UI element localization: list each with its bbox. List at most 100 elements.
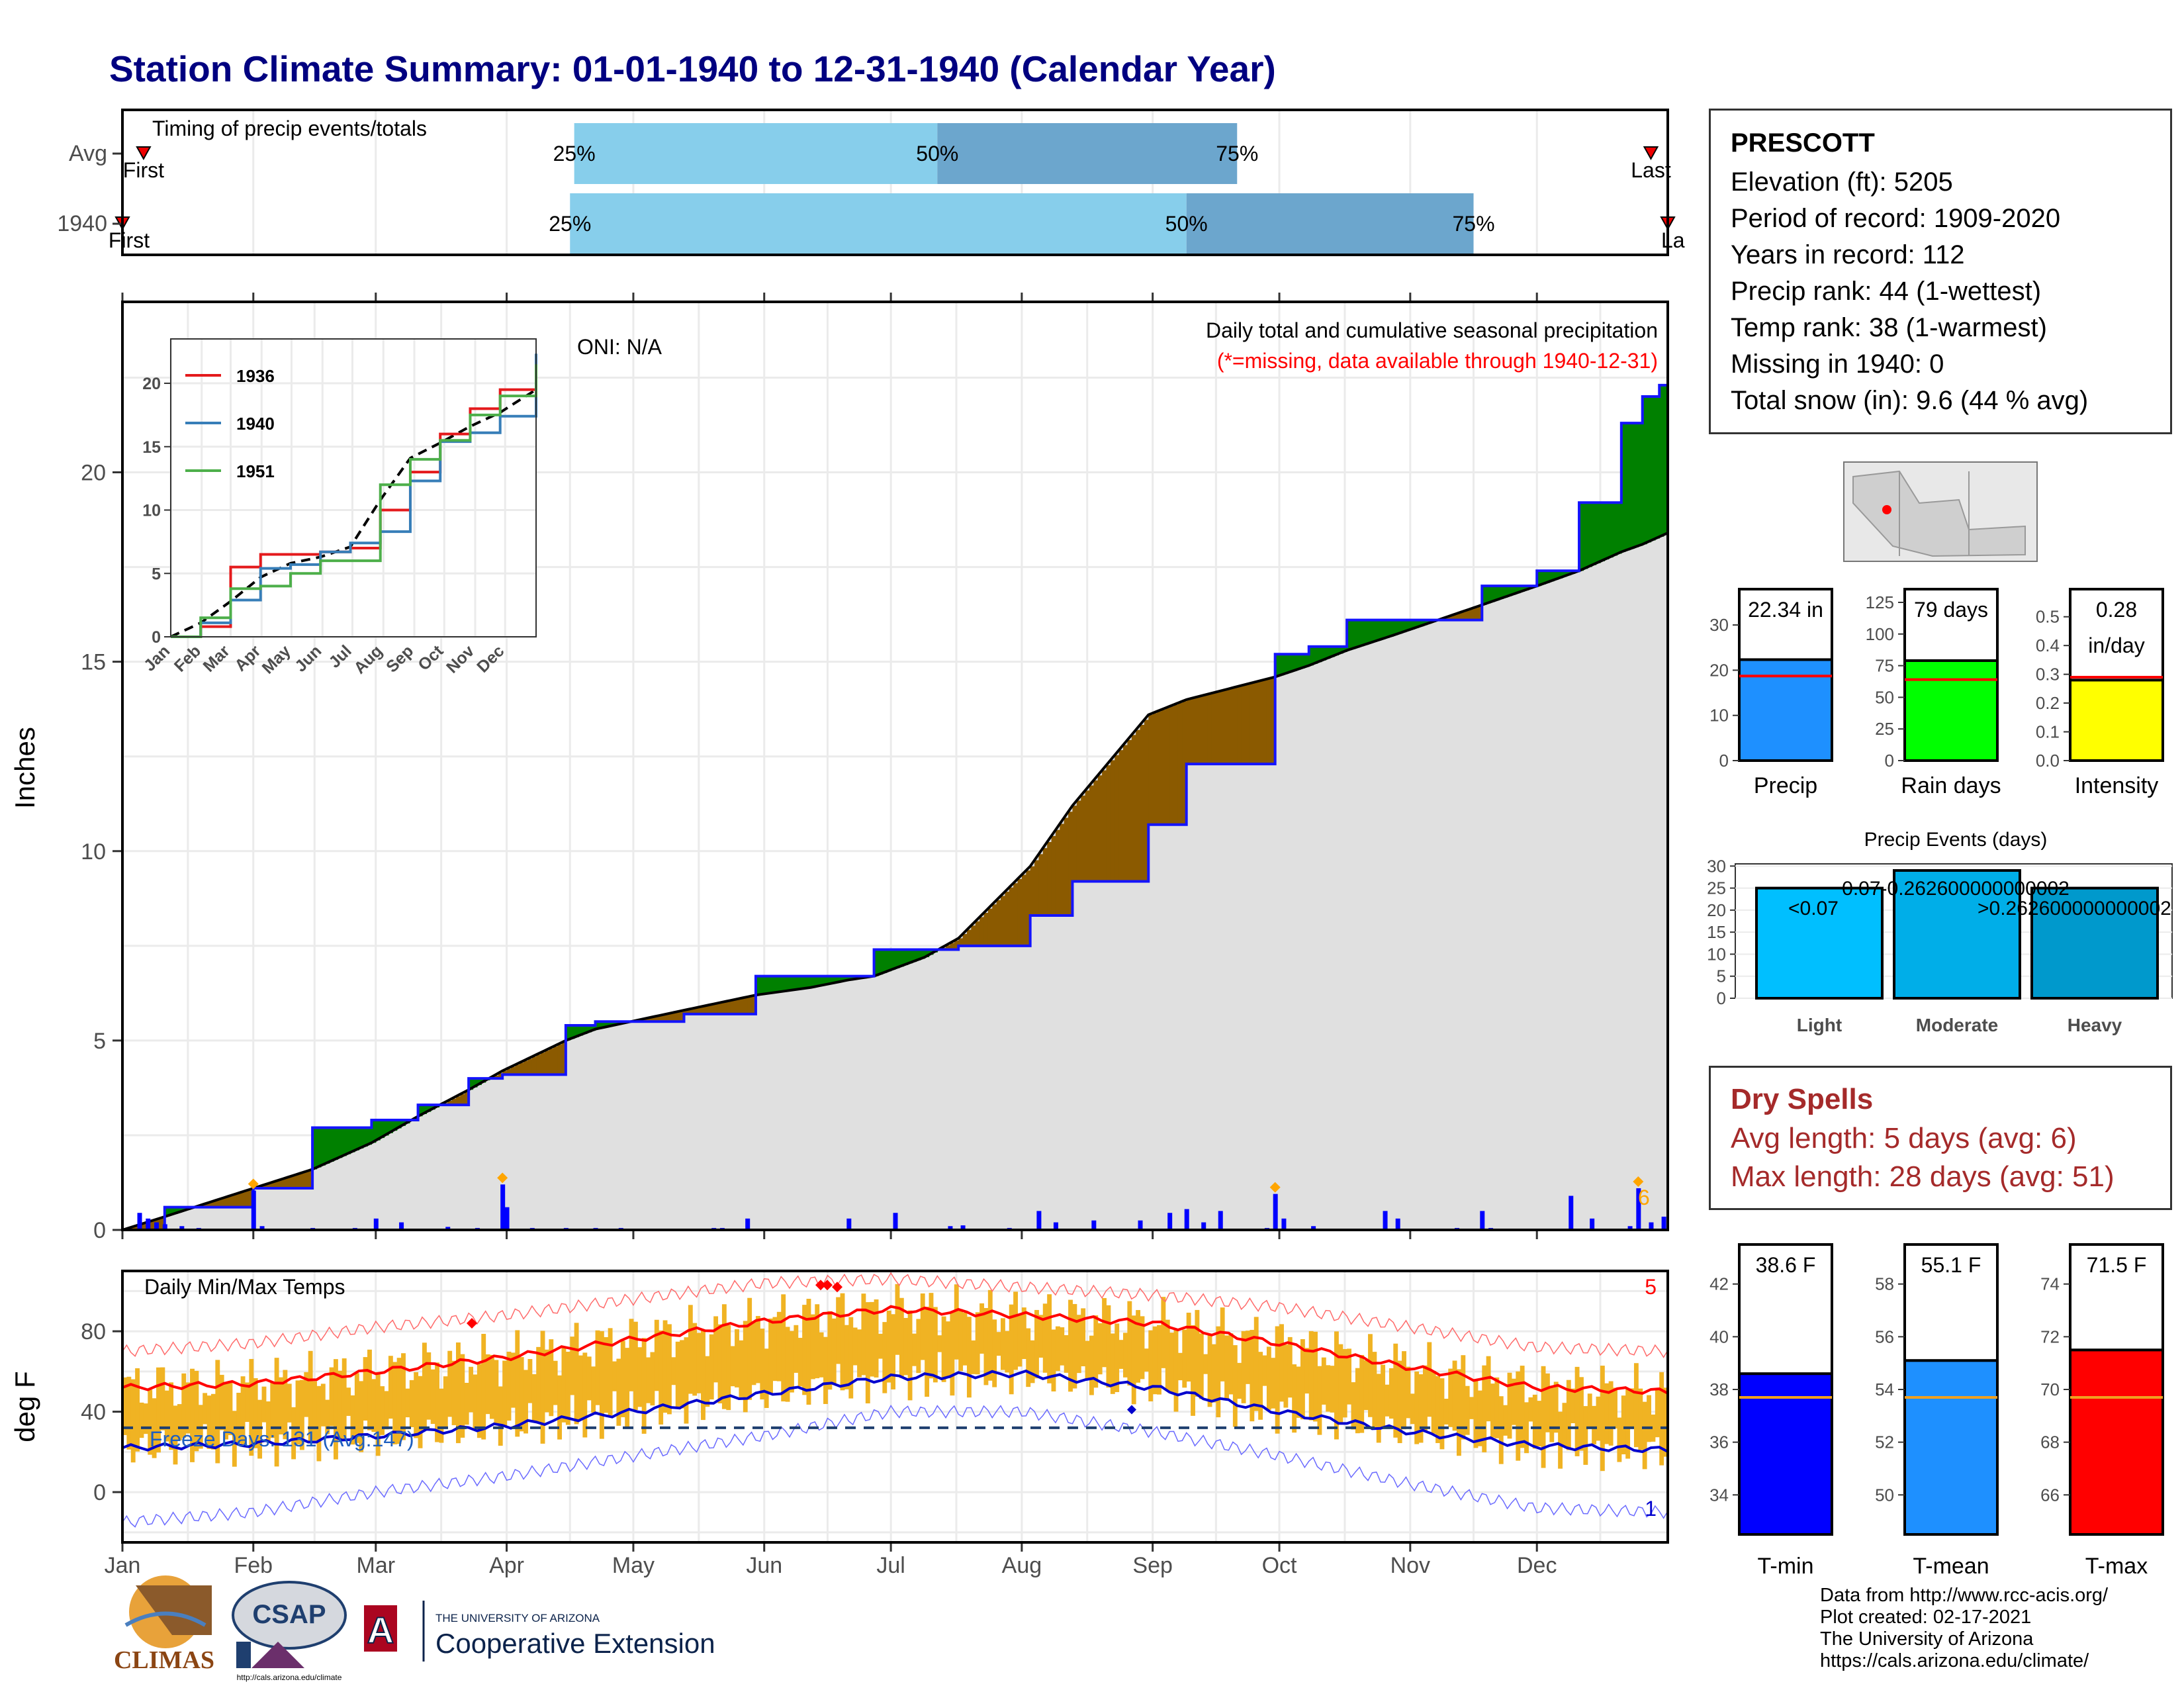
daily-temp-bar [1232, 1345, 1238, 1427]
wet-anomaly-area [329, 1127, 334, 1162]
daily-temp-bar [270, 1382, 275, 1438]
daily-temp-bar [1144, 1348, 1149, 1372]
daily-temp-bar [907, 1310, 913, 1401]
daily-precip-bar [179, 1226, 185, 1230]
daily-temp-bar [456, 1342, 461, 1444]
wet-anomaly-area [1600, 502, 1605, 561]
daily-temp-bar [469, 1366, 474, 1413]
daily-temp-bar [228, 1381, 233, 1436]
events-bar-Heavy [2030, 886, 2159, 1000]
daily-temp-bar [426, 1352, 432, 1420]
dry-anomaly-area [1055, 829, 1060, 916]
dry-anomaly-area [675, 1011, 680, 1022]
wet-anomaly-area [925, 949, 930, 957]
wet-anomaly-area [823, 976, 829, 985]
dry-anomaly-area [1152, 713, 1158, 825]
daily-temp-bar [836, 1297, 841, 1364]
dry-anomaly-area [1047, 842, 1052, 916]
summary-value-label: 0.28 [2096, 598, 2137, 622]
wet-anomaly-area [1579, 502, 1584, 571]
wet-anomaly-area [1338, 646, 1343, 654]
wet-anomaly-area [1498, 586, 1504, 599]
daily-temp-bar [1051, 1329, 1056, 1391]
daily-temp-bar [299, 1380, 304, 1450]
wet-anomaly-area [1621, 423, 1626, 552]
daily-temp-bar [1477, 1390, 1482, 1446]
climas-logo-text: CLIMAS [114, 1646, 214, 1674]
daily-temp-bar [1457, 1369, 1461, 1456]
daily-temp-bar [1338, 1344, 1343, 1423]
dry-anomaly-area [1266, 679, 1271, 765]
daily-temp-bar [726, 1325, 731, 1411]
wet-anomaly-area [604, 1021, 609, 1027]
wet-anomaly-area [1537, 571, 1542, 586]
dry-anomaly-area [1017, 878, 1023, 946]
daily-temp-bar [1064, 1335, 1069, 1373]
daily-temp-bar [346, 1387, 351, 1416]
daily-temp-bar [1275, 1326, 1280, 1434]
daily-temp-bar [224, 1382, 228, 1440]
dry-anomaly-area [1060, 823, 1065, 916]
oni-label: ONI: N/A [577, 335, 662, 359]
daily-temp-bar [781, 1294, 786, 1402]
wet-anomaly-area [1385, 620, 1390, 638]
dry-anomaly-area [232, 1195, 237, 1207]
timing-label-avg-q50: 50% [916, 142, 958, 165]
daily-temp-bar [1313, 1331, 1318, 1422]
daily-temp-bar [1507, 1372, 1512, 1439]
dry-anomaly-area [954, 940, 959, 950]
daily-precip-bar [1569, 1196, 1574, 1230]
daily-temp-bar [1182, 1329, 1187, 1388]
daily-precip-bar [399, 1222, 404, 1230]
daily-temp-bar [325, 1399, 330, 1434]
daily-temp-bar [1072, 1303, 1077, 1389]
daily-temp-bar [671, 1357, 676, 1385]
daily-temp-bar [730, 1346, 735, 1387]
dry-anomaly-area [1211, 693, 1216, 765]
wet-anomaly-area [874, 949, 879, 976]
credits: Data from http://www.rcc-acis.org/ Plot … [1820, 1585, 2108, 1672]
inset-y-tick-label: 20 [142, 375, 161, 393]
daily-temp-bar [1422, 1365, 1428, 1432]
daily-temp-bar [1473, 1380, 1479, 1448]
daily-temp-bar [1097, 1323, 1103, 1375]
daily-precip-bar [1036, 1211, 1042, 1230]
daily-precip-bar [1590, 1218, 1595, 1230]
wet-anomaly-area [1355, 620, 1360, 648]
dry-anomaly-area [1068, 812, 1073, 916]
daily-temp-bar [135, 1368, 140, 1452]
heavy-event-marker-icon [1269, 1182, 1281, 1193]
temp-bar-frame [2069, 1243, 2164, 1352]
inset-series-line-1951 [171, 364, 537, 638]
wet-anomaly-area [1633, 423, 1639, 547]
dry-anomaly-area [680, 1011, 685, 1022]
wet-anomaly-area [1651, 397, 1656, 541]
wet-anomaly-area [1317, 646, 1322, 663]
daily-temp-bar [1292, 1364, 1297, 1433]
daily-temp-bar [946, 1321, 950, 1378]
record-low-marker-icon [1127, 1405, 1136, 1415]
wet-anomaly-area [1359, 620, 1365, 647]
daily-temp-bar [705, 1356, 710, 1407]
daily-temp-bar [122, 1377, 127, 1435]
daily-temp-bar [1262, 1355, 1267, 1386]
summary-tick-label: 20 [1709, 660, 1729, 680]
daily-temp-bar [409, 1380, 414, 1428]
temp-tick-label: 72 [2040, 1327, 2060, 1346]
daily-temp-bar [414, 1372, 419, 1438]
daily-temp-bar [802, 1305, 807, 1395]
wet-anomaly-area [806, 976, 811, 988]
daily-precip-bar [745, 1218, 751, 1230]
daily-temp-bar [1486, 1356, 1491, 1422]
wet-anomaly-area [375, 1120, 381, 1141]
daily-precip-bar [1184, 1209, 1189, 1230]
daily-temp-bar [629, 1319, 634, 1391]
timing-last-1940: La [1661, 228, 1685, 252]
daily-temp-bar [1177, 1352, 1183, 1381]
dry-anomaly-area [510, 1066, 516, 1075]
temp-tick-label: 40 [1709, 1327, 1729, 1346]
daily-temp-bar [785, 1327, 790, 1402]
wet-anomaly-area [790, 976, 794, 991]
